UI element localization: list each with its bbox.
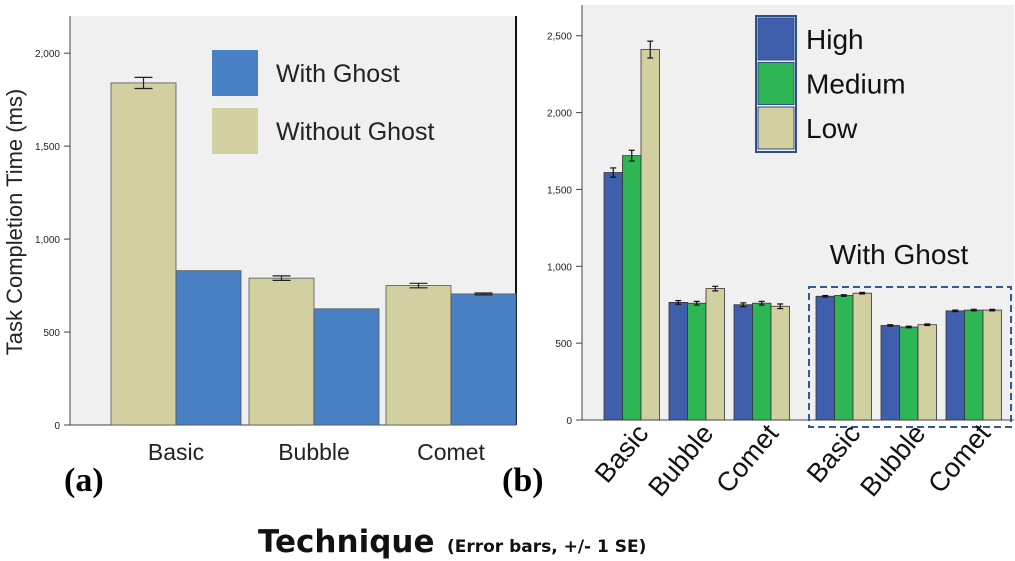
legend-label: Without Ghost bbox=[276, 118, 434, 146]
with-ghost-dashed-box bbox=[808, 286, 1012, 428]
category-labels-a: Basic Bubble Comet bbox=[148, 439, 486, 465]
bar-medium-bubble-4 bbox=[899, 326, 919, 421]
bar-low-comet-5 bbox=[982, 309, 1002, 421]
y-tick-label: 1,000 bbox=[35, 235, 60, 246]
category-label: Comet bbox=[710, 418, 784, 499]
y-tick-label: 1,000 bbox=[547, 262, 572, 273]
category-label: Basic bbox=[589, 419, 654, 489]
bar-without-ghost-basic bbox=[110, 82, 177, 426]
bar-low-basic-0 bbox=[640, 49, 660, 421]
bar-low-basic-3 bbox=[852, 292, 872, 421]
legend-swatch bbox=[757, 106, 795, 150]
bar-low-comet-2 bbox=[770, 305, 790, 421]
bar-without-ghost-comet bbox=[385, 285, 452, 426]
legend-a: With Ghost Without Ghost bbox=[212, 50, 434, 154]
legend-swatch bbox=[757, 62, 795, 105]
y-tick-label: 500 bbox=[555, 339, 572, 350]
legend-label: Low bbox=[806, 113, 858, 144]
with-ghost-annotation: With Ghost bbox=[830, 239, 969, 270]
bar-low-bubble-1 bbox=[705, 288, 725, 421]
y-tick-label: 2,000 bbox=[547, 109, 572, 120]
caption-technique: Technique bbox=[258, 524, 434, 560]
bar-medium-basic-0 bbox=[622, 155, 642, 421]
legend-swatch bbox=[212, 108, 258, 154]
bar-high-comet-2 bbox=[733, 304, 753, 421]
y-tick-label: 500 bbox=[43, 328, 60, 339]
bar-low-bubble-4 bbox=[917, 324, 937, 421]
y-ticks-b: 0 500 1,000 1,500 2,000 2,500 bbox=[547, 32, 582, 427]
category-label: Basic bbox=[148, 439, 204, 465]
bar-with-ghost-comet bbox=[450, 293, 517, 426]
bar-high-bubble-4 bbox=[880, 325, 900, 421]
y-tick-label: 2,000 bbox=[35, 49, 60, 60]
bars-a bbox=[110, 76, 517, 426]
bar-without-ghost-bubble bbox=[248, 277, 315, 426]
panel-label-b: (b) bbox=[502, 462, 544, 499]
category-label: Bubble bbox=[642, 419, 719, 503]
bar-medium-comet-2 bbox=[752, 302, 772, 421]
legend-label: With Ghost bbox=[276, 60, 400, 88]
bar-medium-comet-5 bbox=[964, 309, 984, 421]
legend-swatch bbox=[757, 17, 795, 61]
bar-high-basic-3 bbox=[815, 295, 835, 421]
y-axis-title-a: Task Completion Time (ms) bbox=[2, 89, 27, 356]
y-tick-label: 0 bbox=[54, 421, 60, 432]
bar-high-basic-0 bbox=[603, 172, 623, 421]
y-tick-label: 2,500 bbox=[547, 32, 572, 43]
category-label: Comet bbox=[417, 439, 485, 465]
caption-error-bars: (Error bars, +/- 1 SE) bbox=[447, 537, 646, 557]
chart-panel-a: 0 500 1,000 1,500 2,000 Basic Bubble Comet Wit… bbox=[2, 16, 517, 465]
y-tick-label: 1,500 bbox=[35, 142, 60, 153]
category-label: Bubble bbox=[854, 419, 931, 503]
bar-with-ghost-bubble bbox=[313, 308, 380, 426]
x-axis-caption: Technique (Error bars, +/- 1 SE) bbox=[258, 524, 646, 560]
bar-medium-basic-3 bbox=[834, 295, 854, 421]
y-ticks-a: 0 500 1,000 1,500 2,000 bbox=[35, 49, 70, 432]
bar-medium-bubble-1 bbox=[687, 302, 707, 421]
chart-panel-b: 0 500 1,000 1,500 2,000 2,500 With Ghost Basi… bbox=[547, 5, 1014, 502]
category-label: Basic bbox=[801, 419, 866, 489]
legend-label: Medium bbox=[806, 69, 906, 100]
legend-label: High bbox=[806, 24, 864, 55]
legend-swatch bbox=[212, 50, 258, 96]
y-tick-label: 0 bbox=[566, 416, 572, 427]
bar-high-bubble-1 bbox=[668, 302, 688, 421]
bar-high-comet-5 bbox=[945, 310, 965, 421]
y-tick-label: 1,500 bbox=[547, 185, 572, 196]
category-label: Comet bbox=[922, 418, 996, 499]
legend-b: High Medium Low bbox=[755, 15, 906, 153]
bar-with-ghost-basic bbox=[175, 270, 242, 426]
bars-b bbox=[603, 40, 1002, 421]
panel-label-a: (a) bbox=[64, 462, 104, 499]
category-label: Bubble bbox=[278, 439, 350, 465]
legend-frame bbox=[755, 15, 797, 153]
